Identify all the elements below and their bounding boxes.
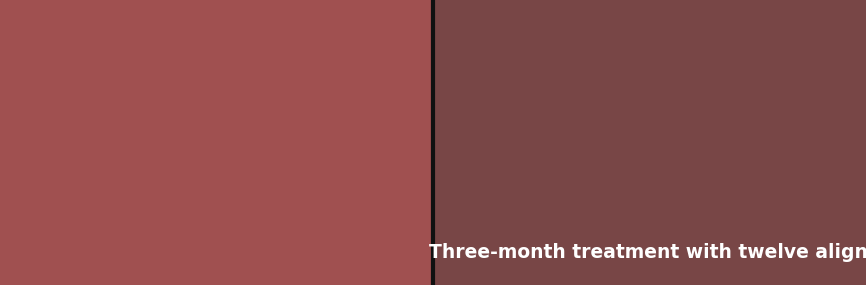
- Text: Three-month treatment with twelve aligners: Three-month treatment with twelve aligne…: [429, 243, 866, 262]
